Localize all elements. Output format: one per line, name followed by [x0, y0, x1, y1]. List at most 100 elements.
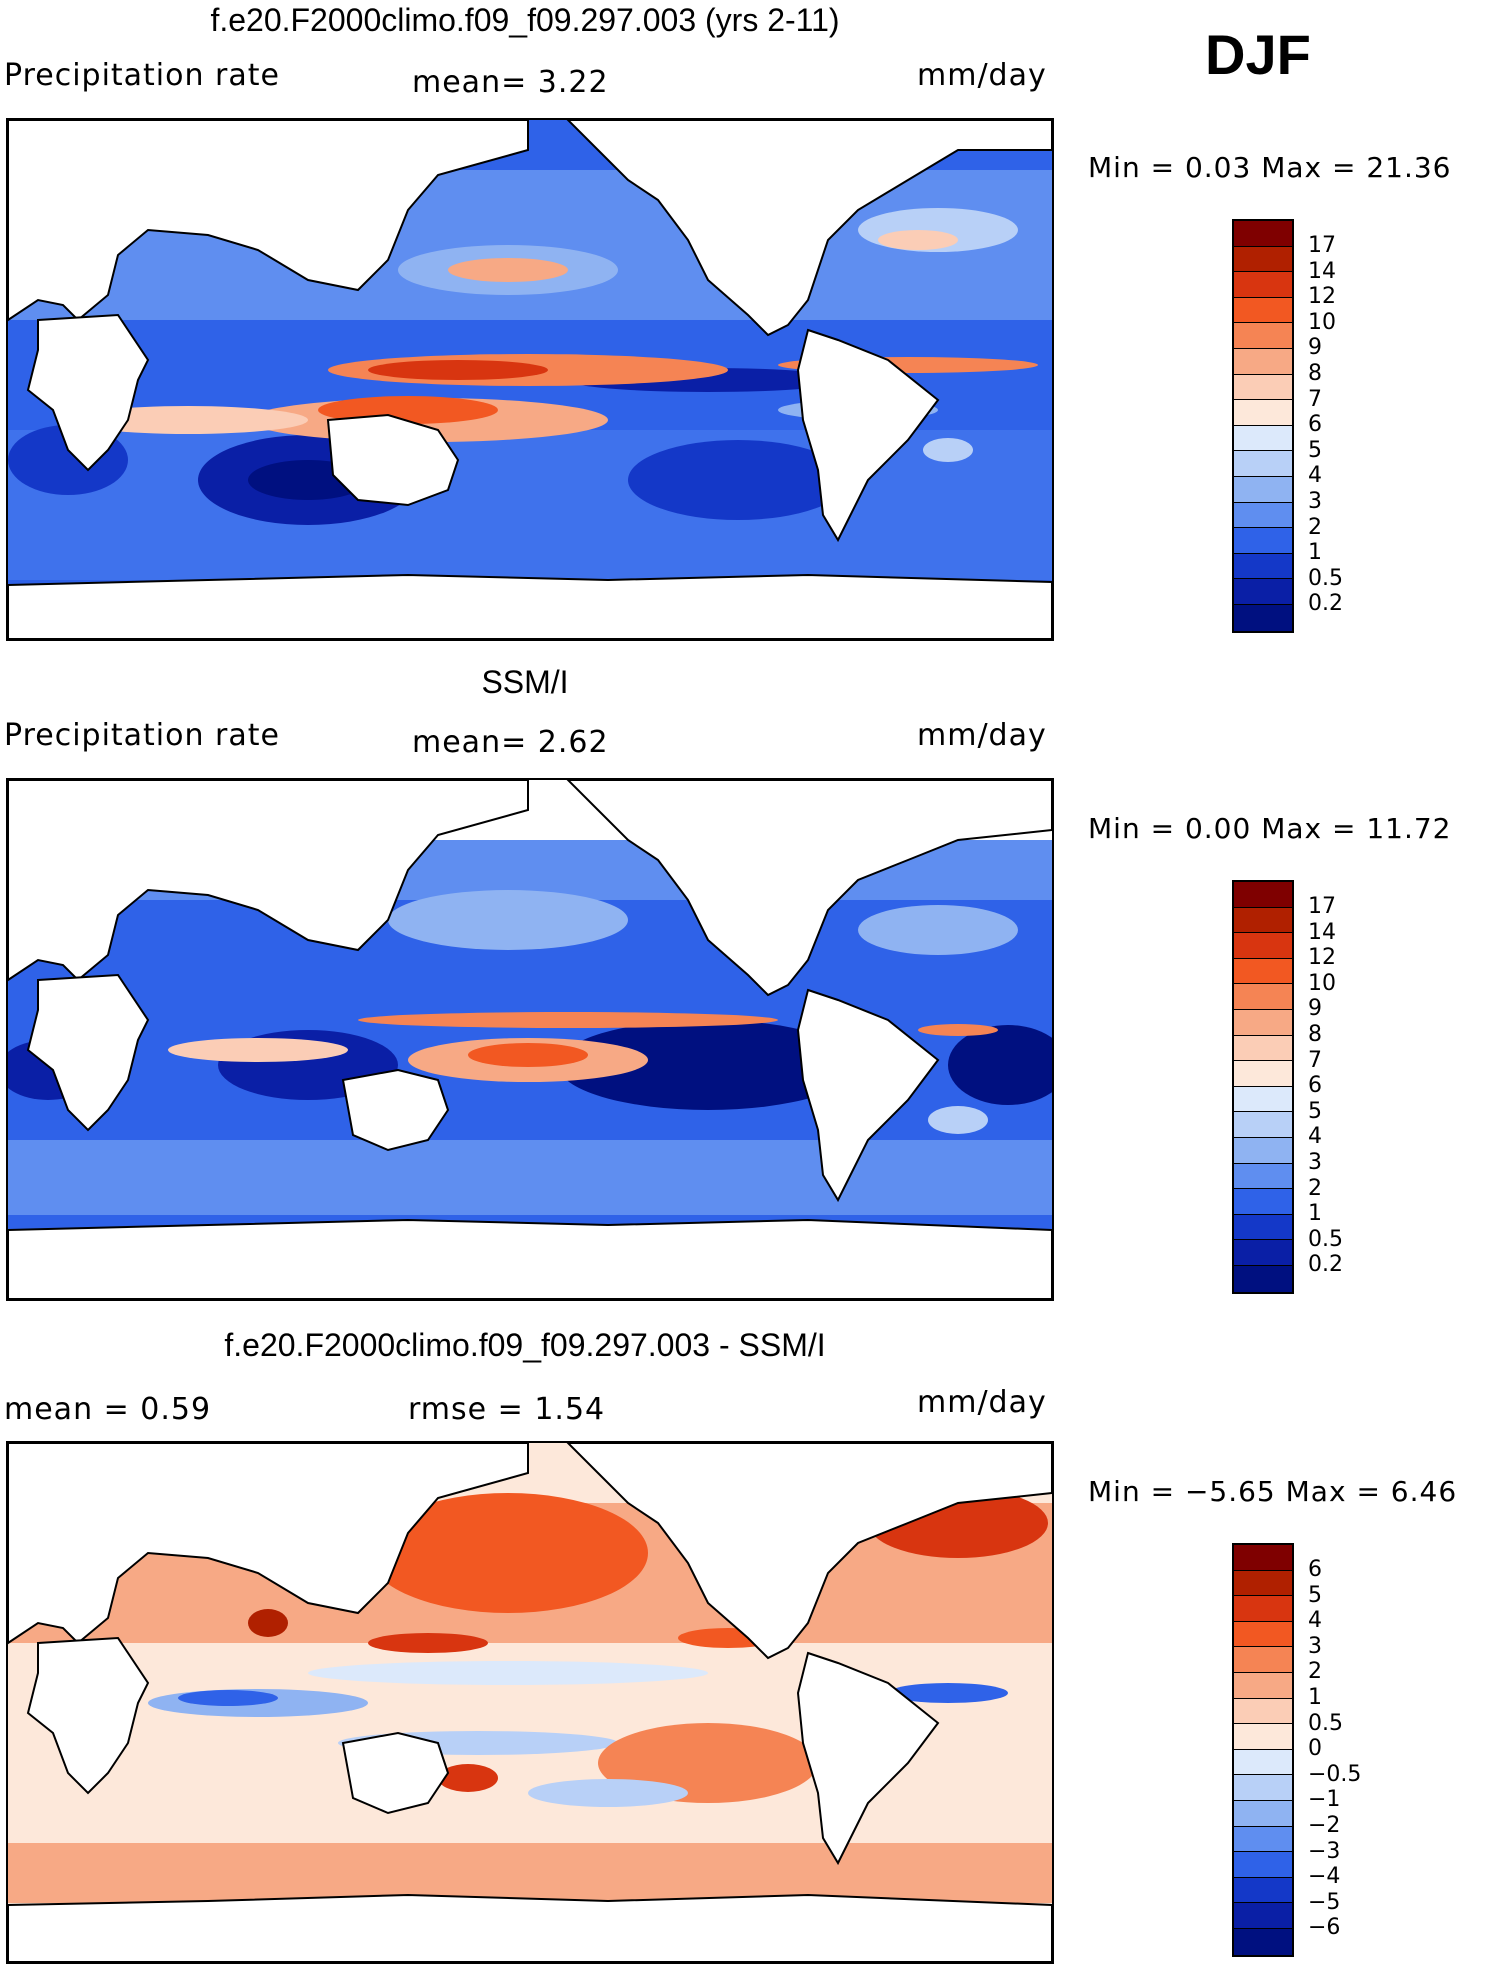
- colorbar-swatch: [1234, 1596, 1292, 1622]
- colorbar-swatch: [1234, 1163, 1292, 1190]
- colorbar-tick-label: 6: [1308, 1073, 1322, 1098]
- colorbar-tick-label: 14: [1308, 259, 1336, 284]
- colorbar-swatch: [1234, 984, 1292, 1010]
- colorbar-tick-label: 2: [1308, 515, 1322, 540]
- colorbar-tick-label: 0.5: [1308, 1711, 1343, 1736]
- colorbar-swatch: [1234, 297, 1292, 324]
- panel-3-rmse-label: rmse = 1.54: [408, 1392, 606, 1427]
- colorbar-swatch: [1234, 476, 1292, 503]
- colorbar-tick-label: 5: [1308, 1099, 1322, 1124]
- colorbar-swatch: [1234, 1189, 1292, 1215]
- colorbar-swatch: [1234, 502, 1292, 529]
- panel-1-colorbar: [1232, 219, 1294, 633]
- panel-1-map: [6, 118, 1054, 641]
- colorbar-tick-label: 0.5: [1308, 1227, 1343, 1252]
- colorbar-tick-label: 1: [1308, 1685, 1322, 1710]
- panel-3-mean-label: mean = 0.59: [4, 1392, 212, 1427]
- panel-2-colorbar: [1232, 880, 1294, 1294]
- colorbar-swatch: [1234, 604, 1292, 631]
- colorbar-swatch: [1234, 272, 1292, 298]
- colorbar-swatch: [1234, 1009, 1292, 1036]
- panel-3-map: [6, 1441, 1054, 1964]
- panel-3-map-field: [8, 1443, 1052, 1962]
- colorbar-swatch: [1234, 882, 1292, 908]
- colorbar-tick-label: 2: [1308, 1659, 1322, 1684]
- colorbar-tick-label: 6: [1308, 412, 1322, 437]
- colorbar-tick-label: −5: [1308, 1890, 1341, 1915]
- colorbar-swatch: [1234, 1061, 1292, 1087]
- colorbar-swatch: [1234, 221, 1292, 247]
- colorbar-tick-label: −4: [1308, 1864, 1341, 1889]
- colorbar-tick-label: 4: [1308, 463, 1322, 488]
- colorbar-tick-label: 14: [1308, 920, 1336, 945]
- colorbar-swatch: [1234, 1903, 1292, 1929]
- colorbar-swatch: [1234, 374, 1292, 401]
- colorbar-swatch: [1234, 1545, 1292, 1571]
- colorbar-swatch: [1234, 348, 1292, 375]
- colorbar-swatch: [1234, 1749, 1292, 1776]
- colorbar-tick-label: 0: [1308, 1736, 1322, 1761]
- panel-2-map-field: [8, 780, 1052, 1299]
- panel-3-units-label: mm/day: [917, 1385, 1047, 1420]
- colorbar-swatch: [1234, 400, 1292, 426]
- colorbar-tick-label: 6: [1308, 1557, 1322, 1582]
- colorbar-swatch: [1234, 425, 1292, 452]
- colorbar-swatch: [1234, 246, 1292, 273]
- colorbar-tick-label: 1: [1308, 1201, 1322, 1226]
- colorbar-tick-label: 7: [1308, 1048, 1322, 1073]
- colorbar-tick-label: −1: [1308, 1787, 1341, 1812]
- colorbar-swatch: [1234, 553, 1292, 580]
- colorbar-swatch: [1234, 1240, 1292, 1266]
- colorbar-tick-label: −2: [1308, 1813, 1341, 1838]
- colorbar-swatch: [1234, 1137, 1292, 1164]
- colorbar-tick-label: 5: [1308, 438, 1322, 463]
- colorbar-swatch: [1234, 1265, 1292, 1292]
- panel-2-title: SSM/I: [481, 664, 569, 700]
- panel-3-title: f.e20.F2000climo.f09_f09.297.003 - SSM/I: [224, 1327, 826, 1363]
- colorbar-swatch: [1234, 451, 1292, 477]
- colorbar-tick-label: 1: [1308, 540, 1322, 565]
- colorbar-swatch: [1234, 907, 1292, 934]
- colorbar-tick-label: 4: [1308, 1608, 1322, 1633]
- panel-1-units-label: mm/day: [917, 58, 1047, 93]
- panel-2-units-label: mm/day: [917, 718, 1047, 753]
- colorbar-tick-label: 3: [1308, 1634, 1322, 1659]
- panel-2-variable-label: Precipitation rate: [4, 718, 280, 753]
- colorbar-tick-label: 9: [1308, 996, 1322, 1021]
- colorbar-swatch: [1234, 1647, 1292, 1673]
- colorbar-swatch: [1234, 933, 1292, 959]
- panel-1-variable-label: Precipitation rate: [4, 58, 280, 93]
- colorbar-swatch: [1234, 528, 1292, 554]
- colorbar-swatch: [1234, 1698, 1292, 1725]
- season-label: DJF: [1205, 23, 1311, 86]
- colorbar-tick-label: 8: [1308, 1022, 1322, 1047]
- colorbar-tick-label: 2: [1308, 1176, 1322, 1201]
- panel-1-title: f.e20.F2000climo.f09_f09.297.003 (yrs 2-…: [210, 2, 840, 38]
- colorbar-tick-label: 3: [1308, 1150, 1322, 1175]
- colorbar-tick-label: 8: [1308, 361, 1322, 386]
- colorbar-swatch: [1234, 1877, 1292, 1904]
- panel-1-map-field: [8, 120, 1052, 639]
- colorbar-tick-label: 4: [1308, 1124, 1322, 1149]
- colorbar-tick-label: −0.5: [1308, 1762, 1362, 1787]
- colorbar-swatch: [1234, 1621, 1292, 1648]
- colorbar-tick-label: 0.2: [1308, 591, 1343, 616]
- colorbar-tick-label: 7: [1308, 387, 1322, 412]
- panel-2-minmax: Min = 0.00 Max = 11.72: [1088, 812, 1452, 845]
- colorbar-swatch: [1234, 1852, 1292, 1878]
- colorbar-tick-label: 10: [1308, 310, 1336, 335]
- colorbar-swatch: [1234, 1672, 1292, 1699]
- panel-1-mean-label: mean= 3.22: [412, 65, 609, 100]
- colorbar-tick-label: 5: [1308, 1583, 1322, 1608]
- colorbar-swatch: [1234, 1800, 1292, 1827]
- colorbar-tick-label: −3: [1308, 1839, 1341, 1864]
- colorbar-swatch: [1234, 1724, 1292, 1750]
- panel-3-minmax: Min = −5.65 Max = 6.46: [1088, 1475, 1458, 1508]
- colorbar-swatch: [1234, 1928, 1292, 1955]
- colorbar-tick-label: 12: [1308, 284, 1336, 309]
- colorbar-swatch: [1234, 1035, 1292, 1062]
- colorbar-tick-label: 12: [1308, 945, 1336, 970]
- colorbar-swatch: [1234, 958, 1292, 985]
- colorbar-swatch: [1234, 1214, 1292, 1241]
- panel-1-minmax: Min = 0.03 Max = 21.36: [1088, 151, 1452, 184]
